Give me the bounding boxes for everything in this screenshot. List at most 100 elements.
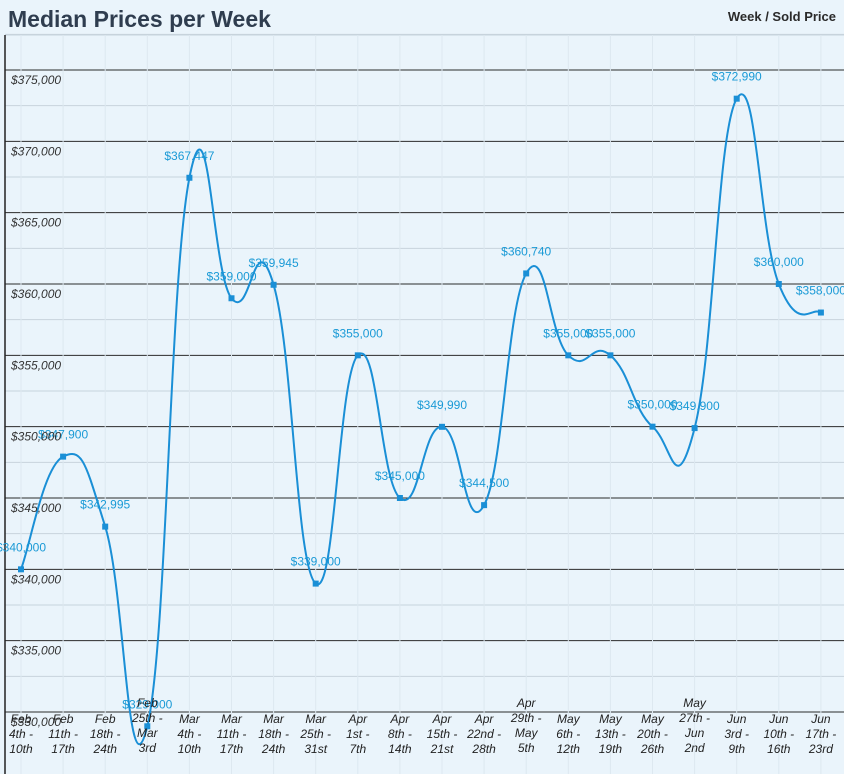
data-point[interactable] xyxy=(565,352,572,359)
data-label: $349,990 xyxy=(417,398,467,412)
x-tick-label: 15th - xyxy=(427,727,458,741)
x-tick-label: 17th xyxy=(51,742,75,756)
y-tick-label: $330,000 xyxy=(10,715,61,729)
data-point[interactable] xyxy=(649,423,656,430)
data-point[interactable] xyxy=(523,270,530,277)
x-tick-label: 21st xyxy=(430,742,454,756)
x-tick-label: 29th - xyxy=(510,711,542,725)
x-tick-label: 19th xyxy=(599,742,623,756)
x-tick-label: Jun xyxy=(684,726,705,740)
x-tick-label: Jun xyxy=(810,712,831,726)
x-tick-label: Apr xyxy=(474,712,495,726)
x-tick-label: 4th - xyxy=(177,727,201,741)
y-tick-label: $350,000 xyxy=(10,430,61,444)
data-point[interactable] xyxy=(439,423,445,430)
x-tick-label: May xyxy=(641,712,665,726)
data-label: $367,447 xyxy=(164,149,214,163)
x-tick-label: Mar xyxy=(221,712,243,726)
data-label: $359,945 xyxy=(249,256,299,270)
y-tick-label: $340,000 xyxy=(10,572,61,586)
x-tick-label: Mar xyxy=(179,712,201,726)
data-point[interactable] xyxy=(60,453,67,460)
data-label: $355,000 xyxy=(333,326,383,340)
x-tick-label: 13th - xyxy=(595,727,626,741)
data-label: $355,000 xyxy=(585,326,635,340)
x-tick-label: Mar xyxy=(263,712,285,726)
x-tick-label: Apr xyxy=(347,712,368,726)
data-point[interactable] xyxy=(102,523,109,530)
y-tick-label: $335,000 xyxy=(10,644,61,658)
x-tick-label: Feb xyxy=(53,712,74,726)
x-tick-label: 7th xyxy=(349,742,366,756)
x-tick-label: 1st - xyxy=(346,727,369,741)
x-tick-label: 18th - xyxy=(258,727,289,741)
data-point[interactable] xyxy=(312,580,319,587)
data-point[interactable] xyxy=(775,281,782,287)
x-tick-label: Jun xyxy=(726,712,747,726)
grid-layer xyxy=(4,33,844,774)
x-tick-label: 25th - xyxy=(131,711,163,725)
y-tick-layer: $330,000 $335,000 $340,000 $345,000 $350,000… xyxy=(10,73,61,729)
x-tick-label: Feb xyxy=(95,712,116,726)
x-tick-label: 11th - xyxy=(217,727,247,741)
data-point[interactable] xyxy=(186,174,193,181)
chart-legend: Week / Sold Price xyxy=(727,9,836,24)
x-tick-label: 25th - xyxy=(299,727,331,741)
x-tick-label: Apr xyxy=(432,712,453,726)
x-tick-label: 11th - xyxy=(48,727,78,741)
x-tick-label: 6th - xyxy=(556,727,580,741)
x-tick-label: 3rd - xyxy=(724,727,749,741)
data-label: $355,000 xyxy=(543,326,593,340)
data-label: $344,500 xyxy=(459,476,509,490)
series-line xyxy=(20,93,822,746)
x-tick-label: 14th xyxy=(388,742,412,756)
data-point[interactable] xyxy=(481,502,488,509)
data-point[interactable] xyxy=(396,495,403,501)
x-tick-label: 4th - xyxy=(9,727,33,741)
data-point[interactable] xyxy=(691,425,698,432)
x-tick-label: Feb xyxy=(11,712,32,726)
x-tick-label: Apr xyxy=(390,712,411,726)
data-label: $360,000 xyxy=(754,255,804,269)
y-tick-label: $370,000 xyxy=(10,144,61,158)
x-tick-label: May xyxy=(515,726,539,740)
x-tick-label: 8th - xyxy=(388,727,412,741)
series-line-layer xyxy=(20,93,822,746)
x-tick-label: Mar xyxy=(137,726,159,740)
data-point[interactable] xyxy=(144,723,151,730)
data-label: $360,740 xyxy=(501,244,551,258)
x-tick-label: 5th xyxy=(518,741,535,755)
y-tick-label: $360,000 xyxy=(10,287,61,301)
data-label: $350,000 xyxy=(627,398,677,412)
data-point[interactable] xyxy=(817,309,824,316)
x-tick-label: 17th xyxy=(220,742,244,756)
y-tick-label: $345,000 xyxy=(10,501,61,515)
data-label: $329,000 xyxy=(122,697,172,711)
x-tick-label: May xyxy=(599,712,623,726)
data-point[interactable] xyxy=(733,95,740,102)
x-tick-label: 12th xyxy=(557,742,581,756)
data-label: $340,000 xyxy=(0,540,46,554)
data-point[interactable] xyxy=(18,566,24,573)
x-tick-label: Mar xyxy=(305,712,327,726)
data-point[interactable] xyxy=(354,352,361,359)
x-tick-label: 22nd - xyxy=(466,727,501,741)
data-label: $358,000 xyxy=(796,284,844,298)
x-tick-label: 3rd xyxy=(139,741,157,755)
x-tick-label: 2nd xyxy=(684,741,705,755)
x-tick-label: 24th xyxy=(261,742,286,756)
x-tick-label: 10th xyxy=(178,742,202,756)
data-label: $359,000 xyxy=(206,269,256,283)
x-tick-label: 27th - xyxy=(678,711,710,725)
chart-title: Median Prices per Week xyxy=(8,6,271,32)
data-label: $347,900 xyxy=(38,428,88,442)
x-tick-label: 23rd xyxy=(808,742,833,756)
x-tick-label: 24th xyxy=(93,742,118,756)
data-point-layer xyxy=(18,95,824,730)
y-tick-label: $355,000 xyxy=(10,358,61,372)
data-point[interactable] xyxy=(228,295,235,302)
data-point[interactable] xyxy=(270,281,277,288)
data-point[interactable] xyxy=(607,352,614,359)
